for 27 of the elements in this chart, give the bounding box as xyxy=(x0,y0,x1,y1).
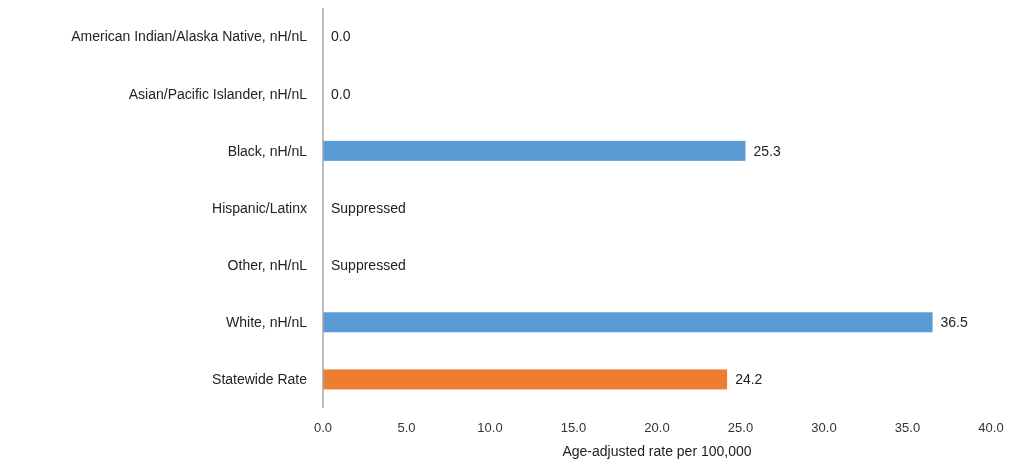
data-label: 25.3 xyxy=(753,142,781,159)
y-tick-label: Other, nH/nL xyxy=(227,257,308,274)
data-label: 0.0 xyxy=(331,28,351,45)
y-tick-label: Statewide Rate xyxy=(212,371,308,388)
x-tick-label: 35.0 xyxy=(894,420,921,435)
bar xyxy=(323,369,728,390)
data-label: 24.2 xyxy=(735,371,763,388)
x-tick-label: 5.0 xyxy=(397,420,416,435)
data-label: 0.0 xyxy=(331,85,351,102)
x-tick-label: 30.0 xyxy=(811,420,837,435)
x-tick-label: 10.0 xyxy=(477,420,503,435)
bar xyxy=(323,140,746,161)
x-axis-title: Age-adjusted rate per 100,000 xyxy=(562,443,752,459)
text: Suppressed xyxy=(331,257,406,274)
y-tick-label: Black, nH/nL xyxy=(227,142,308,159)
data-label: 36.5 xyxy=(940,314,969,331)
y-tick-label: Asian/Pacific Islander, nH/nL xyxy=(128,85,308,102)
text: Suppressed xyxy=(331,199,406,216)
x-tick-label: 40.0 xyxy=(978,420,1004,435)
y-tick-label: American Indian/Alaska Native, nH/nL xyxy=(71,28,308,45)
y-tick-label: Hispanic/Latinx xyxy=(212,199,307,216)
x-tick-label: 0.0 xyxy=(313,420,333,435)
bar xyxy=(323,312,933,333)
y-tick-label: White, nH/nL xyxy=(226,314,308,331)
x-tick-label: 20.0 xyxy=(644,420,670,435)
x-tick-label: 15.0 xyxy=(560,420,587,435)
x-tick-label: 25.0 xyxy=(727,420,754,435)
